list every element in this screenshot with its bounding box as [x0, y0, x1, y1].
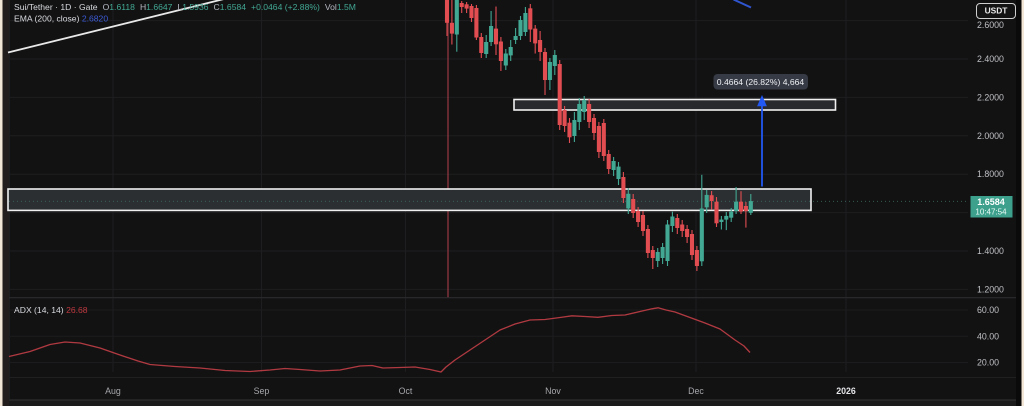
svg-text:2.6000: 2.6000 — [977, 20, 1004, 30]
svg-text:2026: 2026 — [836, 386, 856, 396]
svg-text:2.4000: 2.4000 — [977, 54, 1004, 64]
svg-text:Aug: Aug — [105, 386, 121, 396]
svg-text:1.4000: 1.4000 — [977, 246, 1004, 256]
svg-text:60.00: 60.00 — [977, 305, 999, 315]
svg-text:EMA (200, close) 2.6820: EMA (200, close) 2.6820 — [14, 14, 108, 24]
svg-text:1.6584: 1.6584 — [977, 197, 1005, 207]
svg-text:1.8000: 1.8000 — [977, 169, 1004, 179]
svg-text:Sep: Sep — [254, 386, 270, 396]
svg-text:2.2000: 2.2000 — [977, 92, 1004, 102]
svg-text:10:47:54: 10:47:54 — [975, 208, 1007, 217]
svg-text:Nov: Nov — [545, 386, 561, 396]
svg-text:20.00: 20.00 — [977, 358, 999, 368]
svg-text:2.0000: 2.0000 — [977, 131, 1004, 141]
svg-text:0.4664 (26.82%) 4,664: 0.4664 (26.82%) 4,664 — [717, 77, 805, 87]
svg-text:1.2000: 1.2000 — [977, 284, 1004, 294]
svg-text:ADX (14, 14) 26.68: ADX (14, 14) 26.68 — [14, 305, 88, 315]
svg-text:Dec: Dec — [688, 386, 704, 396]
svg-text:USDT: USDT — [985, 6, 1009, 16]
svg-text:Oct: Oct — [399, 386, 413, 396]
svg-text:40.00: 40.00 — [977, 331, 999, 341]
